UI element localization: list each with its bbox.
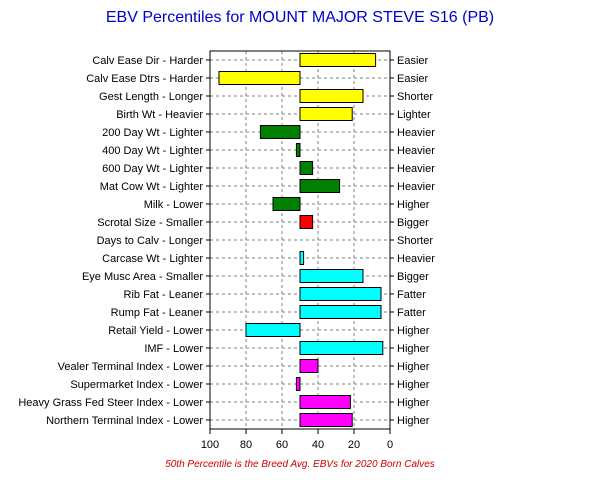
trait-label-right: Fatter bbox=[397, 289, 426, 301]
trait-label-right: Higher bbox=[397, 199, 430, 211]
trait-bar bbox=[295, 143, 301, 157]
trait-bar bbox=[299, 269, 364, 283]
trait-bar bbox=[259, 125, 301, 139]
x-tick-label: 80 bbox=[240, 439, 252, 451]
x-tick-label: 60 bbox=[276, 439, 288, 451]
x-tick-label: 20 bbox=[348, 439, 360, 451]
trait-label-right: Heavier bbox=[397, 253, 435, 265]
trait-bar bbox=[299, 287, 382, 301]
trait-bar bbox=[272, 197, 301, 211]
trait-label-left: Rib Fat - Leaner bbox=[124, 289, 204, 301]
trait-label-right: Shorter bbox=[397, 91, 433, 103]
chart-footnote: 50th Percentile is the Breed Avg. EBVs f… bbox=[165, 459, 435, 470]
trait-bar bbox=[299, 53, 377, 67]
trait-label-left: Rump Fat - Leaner bbox=[111, 307, 204, 319]
left-labels: Calv Ease Dir - Harder Calv Ease Dtrs - H… bbox=[18, 55, 210, 427]
trait-label-right: Easier bbox=[397, 73, 429, 85]
trait-label-left: IMF - Lower bbox=[144, 343, 203, 355]
trait-label-left: Heavy Grass Fed Steer Index - Lower bbox=[18, 397, 203, 409]
trait-label-right: Bigger bbox=[397, 271, 429, 283]
trait-bar bbox=[299, 89, 364, 103]
trait-bar bbox=[299, 161, 314, 175]
trait-label-right: Higher bbox=[397, 361, 430, 373]
trait-label-left: Gest Length - Longer bbox=[99, 91, 203, 103]
trait-label-left: Days to Calv - Longer bbox=[97, 235, 204, 247]
x-tick-label: 100 bbox=[201, 439, 219, 451]
trait-label-left: Eye Musc Area - Smaller bbox=[82, 271, 203, 283]
chart-title: EBV Percentiles for MOUNT MAJOR STEVE S1… bbox=[106, 9, 494, 26]
trait-label-right: Higher bbox=[397, 325, 430, 337]
trait-bar bbox=[299, 179, 341, 193]
trait-label-right: Bigger bbox=[397, 217, 429, 229]
trait-bar bbox=[299, 395, 351, 409]
trait-label-right: Higher bbox=[397, 397, 430, 409]
trait-label-right: Shorter bbox=[397, 235, 433, 247]
trait-bar bbox=[299, 359, 319, 373]
trait-label-right: Heavier bbox=[397, 181, 435, 193]
trait-label-left: Calv Ease Dtrs - Harder bbox=[86, 73, 203, 85]
trait-label-left: Milk - Lower bbox=[144, 199, 204, 211]
trait-label-left: Supermarket Index - Lower bbox=[70, 379, 203, 391]
trait-label-left: Northern Terminal Index - Lower bbox=[46, 415, 203, 427]
trait-label-left: 600 Day Wt - Lighter bbox=[102, 163, 203, 175]
trait-label-right: Easier bbox=[397, 55, 429, 67]
trait-bar bbox=[299, 341, 384, 355]
trait-bar bbox=[299, 305, 382, 319]
bars-layer bbox=[218, 53, 384, 427]
trait-bar bbox=[245, 323, 301, 337]
trait-bar bbox=[299, 413, 353, 427]
trait-label-right: Higher bbox=[397, 343, 430, 355]
trait-label-left: Retail Yield - Lower bbox=[108, 325, 203, 337]
trait-label-right: Higher bbox=[397, 415, 430, 427]
x-tick-label: 0 bbox=[387, 439, 393, 451]
trait-label-right: Fatter bbox=[397, 307, 426, 319]
trait-label-right: Heavier bbox=[397, 163, 435, 175]
trait-bar bbox=[295, 377, 301, 391]
trait-label-left: 200 Day Wt - Lighter bbox=[102, 127, 203, 139]
trait-label-left: Birth Wt - Heavier bbox=[116, 109, 203, 121]
trait-bar bbox=[299, 215, 314, 229]
x-tick-label: 40 bbox=[312, 439, 324, 451]
trait-label-left: Scrotal Size - Smaller bbox=[97, 217, 203, 229]
trait-label-left: Calv Ease Dir - Harder bbox=[92, 55, 203, 67]
x-axis-ticks: 100 80 60 40 20 0 bbox=[201, 429, 393, 451]
trait-label-right: Lighter bbox=[397, 109, 431, 121]
trait-label-left: Carcase Wt - Lighter bbox=[102, 253, 203, 265]
right-labels: Easier Easier Shorter Lighter Heavier Heavier… bbox=[390, 55, 435, 427]
trait-label-right: Heavier bbox=[397, 127, 435, 139]
trait-label-left: Mat Cow Wt - Lighter bbox=[100, 181, 204, 193]
trait-bar bbox=[299, 251, 305, 265]
trait-label-left: 400 Day Wt - Lighter bbox=[102, 145, 203, 157]
trait-label-left: Vealer Terminal Index - Lower bbox=[58, 361, 204, 373]
trait-bar bbox=[299, 107, 353, 121]
trait-label-right: Heavier bbox=[397, 145, 435, 157]
trait-bar bbox=[218, 71, 301, 85]
trait-label-right: Higher bbox=[397, 379, 430, 391]
